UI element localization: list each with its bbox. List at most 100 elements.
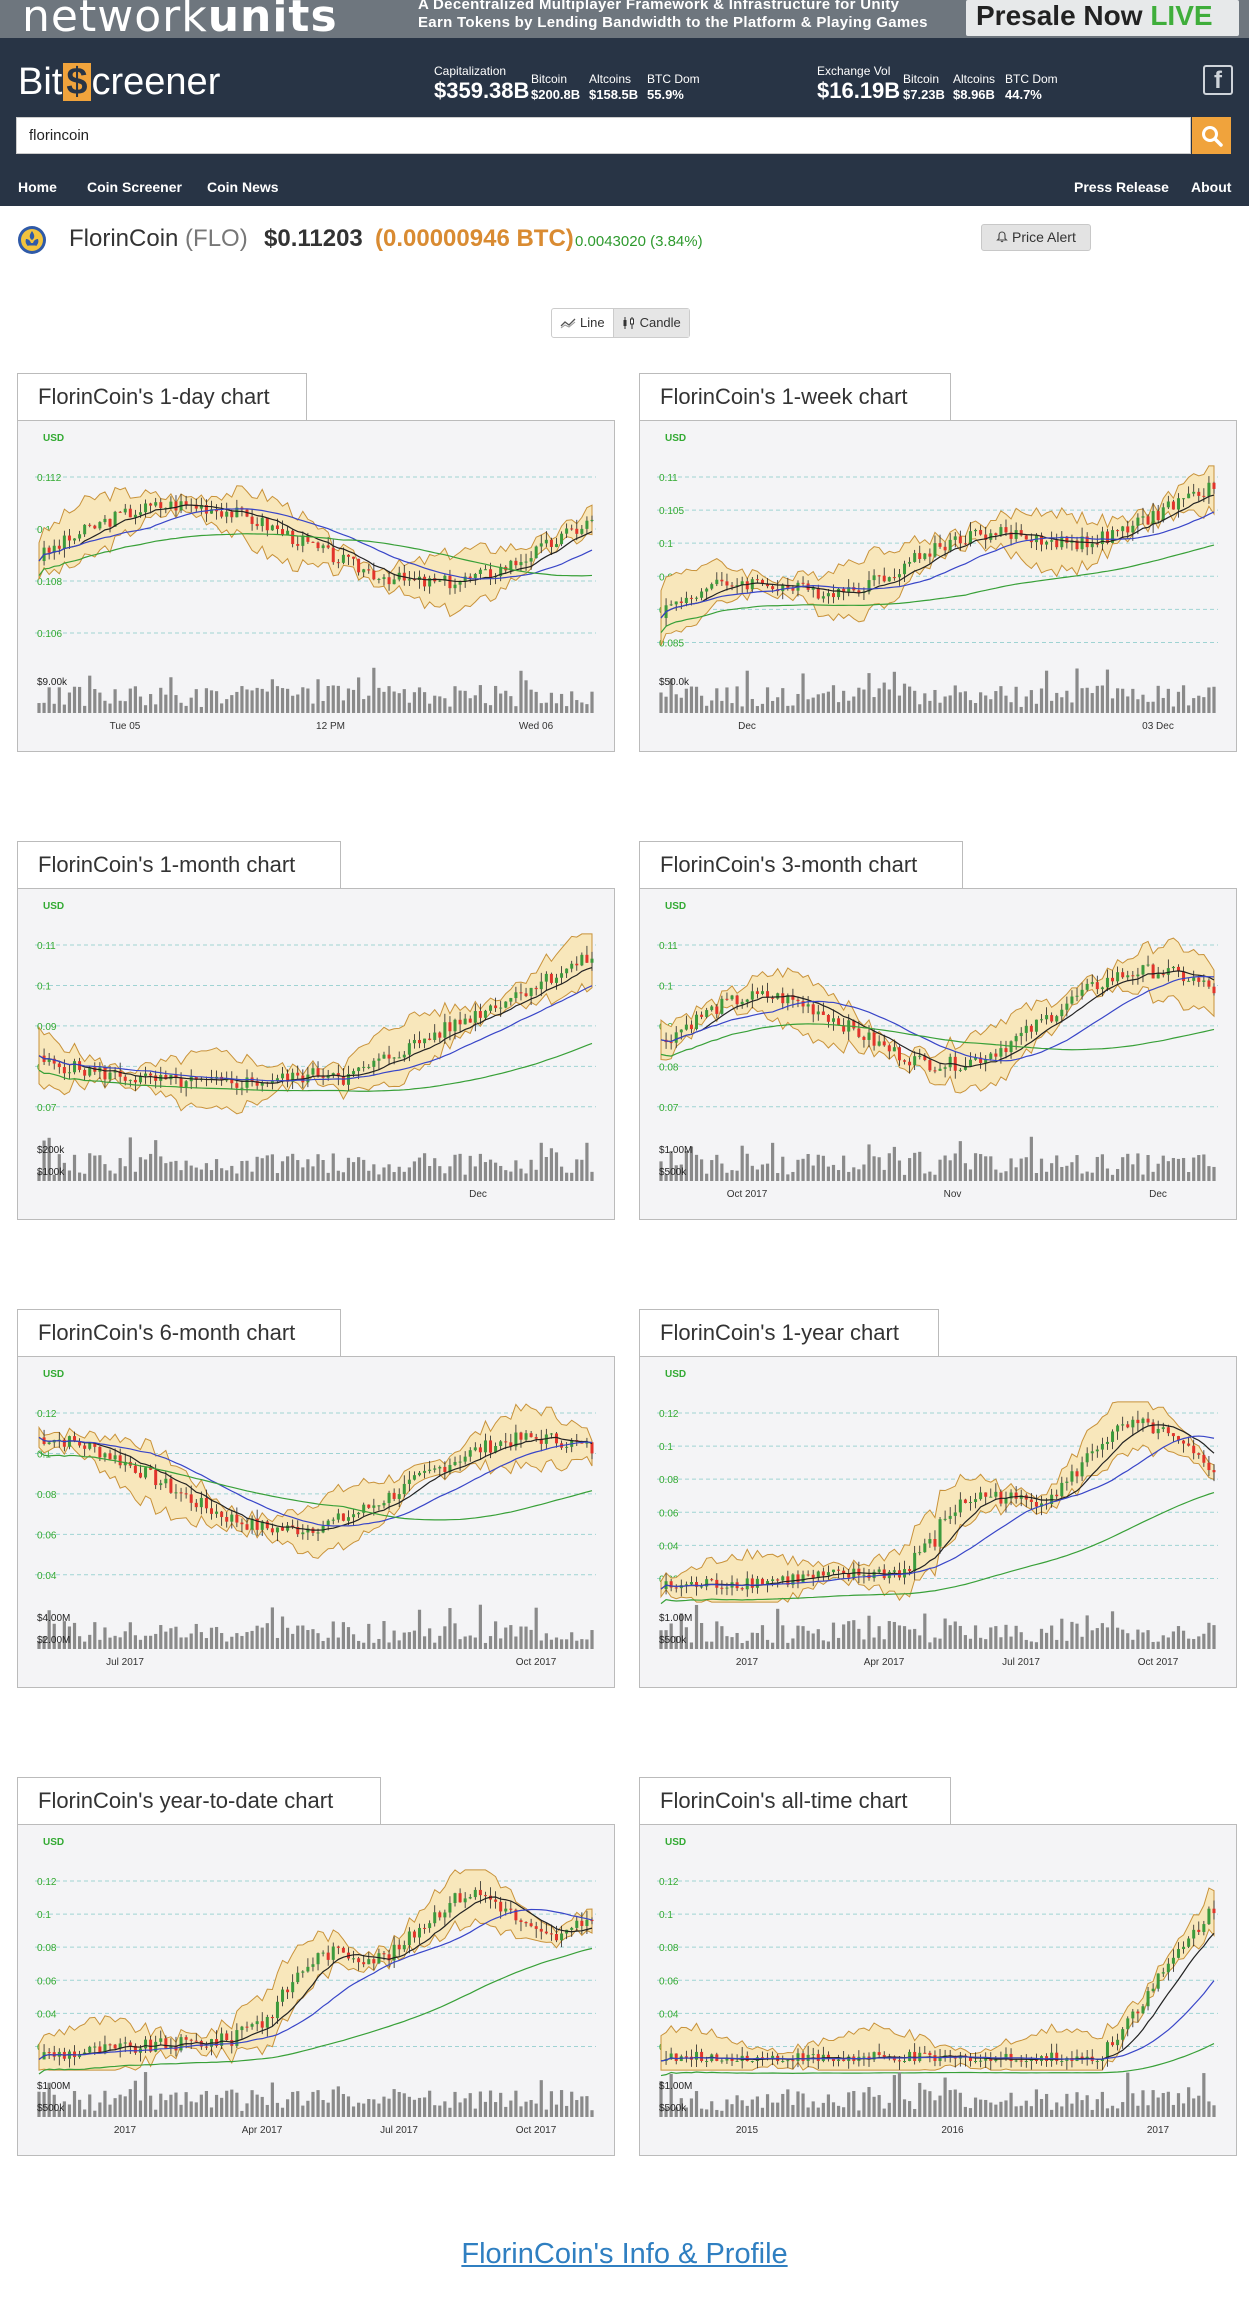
volume-bar [422,1636,427,1649]
volume-bar [1034,1172,1039,1181]
candle-body [575,1920,579,1928]
price-chart[interactable]: 0.120.10.080.060.040.02USD$1.00M$500k201… [640,1825,1238,2157]
volume-bar [458,2102,462,2117]
chart-panel[interactable]: 0.120.10.080.060.040.02USD$1.00M$500k201… [639,1356,1237,1688]
candle-body [377,1058,381,1061]
volume-bar [367,1170,371,1181]
volume-bar [67,1170,72,1181]
candle-body [1045,541,1049,545]
volume-bar [149,2095,153,2117]
volume-bar [412,1161,417,1181]
volume-bar [433,695,437,713]
ad-banner[interactable]: networkunits A Decentralized Multiplayer… [0,0,1249,38]
volume-bar [42,702,46,713]
presale-button[interactable]: Presale Now LIVE [966,0,1239,36]
line-chart-button[interactable]: Line [552,309,613,337]
chart-panel[interactable]: 0.12 0.1 0.08 0.06 0.04 USD $4.00M $2.00M Jul 20… [17,1356,615,1688]
info-profile-link[interactable]: FlorinCoin's Info & Profile [461,2238,788,2270]
volume-bar [867,673,871,713]
candle-body [418,1472,422,1476]
volume-bar [705,705,709,713]
volume-bar [705,2109,709,2117]
volume-bar [720,2110,724,2117]
volume-bar [554,2104,559,2117]
volume-bar [245,689,249,713]
candle-body [392,1944,396,1961]
volume-bar [448,1608,452,1649]
volume-bar [1207,1166,1211,1181]
volume-bar [392,1630,396,1649]
price-alert-button[interactable]: Price Alert [981,224,1091,251]
volume-bar [745,670,749,713]
volume-bar [433,2105,437,2117]
candle-body [847,587,851,593]
volume-bar [220,1168,224,1181]
candle-body [458,1893,462,1903]
search-input[interactable] [16,117,1191,154]
candle-body [184,1081,188,1088]
volume-bar [852,1620,856,1649]
volume-bar [453,2091,457,2117]
site-logo[interactable]: Bit $ creener [18,61,221,103]
price-chart[interactable]: 0.110.1050.10.0950.090.085USD$50.0kDec03… [640,421,1238,753]
volume-bar [362,699,366,713]
volume-bar [433,1158,437,1181]
volume-bar [240,1635,244,1649]
candle-body [539,543,543,547]
volume-bar [143,705,148,713]
chart-panel[interactable]: 0.110.1050.10.0950.090.085USD$50.0kDec03… [639,420,1237,752]
candle-body [418,1039,422,1044]
nav-coin-screener[interactable]: Coin Screener [87,179,182,195]
candle-body [882,1041,886,1046]
candle-body [326,545,330,548]
volume-bar [923,2089,927,2117]
nav-press-release[interactable]: Press Release [1074,179,1169,195]
candle-body [235,1083,239,1088]
volume-bar [699,2108,704,2117]
chart-panel[interactable]: 0.120.10.080.060.040.02USD$1.00M$500k201… [17,1824,615,2156]
nav-about[interactable]: About [1191,179,1232,195]
candle-body [321,545,325,549]
candle-body [433,1912,437,1924]
volume-bar [1014,1167,1018,1181]
search-button[interactable] [1192,117,1231,154]
candle-body [443,575,447,581]
volume-bar [1065,1640,1069,1649]
candle-body [179,1492,183,1494]
chart-panel[interactable]: 0.120.10.080.060.040.02USD$1.00M$500k201… [639,1824,1237,2156]
volume-bar [488,1636,493,1649]
price-chart[interactable]: 0.120.10.080.060.040.02USD$1.00M$500k201… [640,1357,1238,1689]
candle-body [791,587,795,591]
nav-coin-news[interactable]: Coin News [207,179,279,195]
candle-body [423,1927,427,1929]
candle-body [235,1514,239,1523]
volume-bar [1202,1633,1206,1649]
volume-bar [214,2094,219,2117]
price-chart[interactable]: 0.120.10.080.060.040.02USD$1.00M$500k201… [18,1825,616,2157]
candle-body [499,1901,503,1912]
volume-bar [831,1164,836,1181]
facebook-icon[interactable]: f [1203,65,1233,95]
candle-body [321,1952,325,1954]
volume-bar [362,1159,366,1181]
volume-bar [730,2104,734,2117]
volume-bar [285,2099,290,2117]
chart-title: FlorinCoin's 1-year chart [639,1309,939,1357]
candle-body [286,1073,290,1082]
candle-body [928,1539,932,1544]
candle-chart-button[interactable]: Candle [612,309,689,337]
nav-home[interactable]: Home [18,179,57,195]
candle-body [781,1576,785,1581]
candle-body [1131,1419,1135,1428]
candle-body [771,997,775,999]
volume-bar [1024,696,1028,713]
volume-bar [534,1169,538,1181]
candle-body [943,1067,947,1069]
